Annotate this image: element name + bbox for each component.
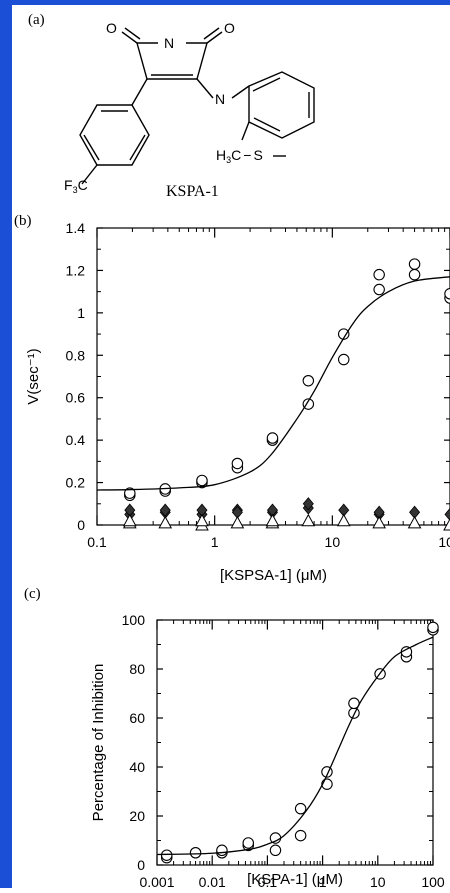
atom-o-left: O (106, 20, 117, 36)
data-point-circle (373, 283, 385, 296)
y-tick-label: 0.4 (66, 432, 86, 448)
data-point-triangle (195, 513, 209, 527)
data-point-triangle (443, 517, 450, 531)
chart-c-plot-frame (156, 619, 434, 866)
data-point-circle (269, 832, 282, 844)
data-point-triangle (230, 515, 245, 529)
data-point-circle (266, 432, 279, 444)
data-point-circle (216, 844, 228, 857)
data-point-circle (269, 844, 282, 857)
fit-curve (157, 636, 434, 856)
panel-c-label: (c) (24, 586, 41, 602)
chart-c: 0.001 0.01 0.1 1 10 100 0 20 40 60 80 100 [KSPA-1] (… (90, 612, 445, 890)
data-point-diamond (302, 497, 314, 511)
data-point-circle (302, 374, 315, 387)
y-tick-label: 40 (129, 759, 145, 775)
data-point-circle (408, 258, 421, 270)
data-point-circle (444, 288, 450, 300)
panel-a: (a) (28, 12, 315, 200)
structure-atom-labels: N O O N F3C H3C − S (64, 20, 263, 195)
data-point-circle (160, 849, 173, 861)
data-point-circle (189, 846, 202, 859)
panel-b-label: (b) (14, 213, 32, 229)
y-tick-label: 0.2 (66, 475, 86, 491)
data-point-circle (427, 621, 439, 634)
x-tick-label: 10 (325, 534, 341, 550)
y-tick-label: 0 (137, 857, 145, 873)
compound-name: KSPA-1 (166, 183, 219, 200)
data-point-circle (302, 398, 315, 410)
data-point-circle (337, 328, 350, 340)
y-tick-label: 100 (122, 612, 146, 628)
chart-b-data (97, 258, 450, 531)
atom-n-amine: N (215, 91, 225, 107)
data-point-triangle (122, 513, 137, 527)
data-point-triangle (372, 515, 386, 529)
x-tick-label: 0.1 (87, 534, 107, 550)
y-tick-label: 20 (129, 808, 145, 824)
atom-o-right: O (224, 20, 235, 36)
x-tick-label: 0.01 (199, 874, 226, 888)
ksp-chemical-structure (79, 27, 315, 185)
chart-b: 0.1 1 10 100 0 0.2 0.4 0.6 0.8 1 1.2 1.4 [KSPSA-1] (… (25, 220, 450, 584)
chart-c-data (157, 621, 439, 864)
atom-h3c-s: H3C − S (216, 147, 263, 165)
atom-n-imide: N (164, 35, 174, 51)
chart-b-plot-frame (96, 227, 450, 526)
data-point-circle (348, 707, 360, 719)
x-tick-label: 1 (319, 874, 327, 888)
y-axis-label: V(sec⁻¹) (25, 348, 42, 404)
data-point-circle (408, 268, 421, 281)
y-tick-label: 60 (129, 710, 145, 726)
data-point-circle (124, 487, 136, 499)
y-axis-label: Percentage of Inhibition (90, 664, 107, 822)
data-point-triangle (158, 515, 173, 529)
data-point-diamond (444, 507, 450, 522)
x-tick-label: 100 (438, 534, 450, 550)
x-axis-label: [KSPA-1] (μM) (247, 871, 343, 888)
y-tick-label: 0.6 (66, 390, 86, 406)
atom-f3c: F3C (64, 177, 88, 195)
data-point-circle (294, 802, 307, 815)
y-tick-label: 80 (129, 661, 145, 677)
data-point-circle (373, 268, 385, 281)
data-point-circle (242, 837, 255, 849)
data-point-circle (231, 457, 244, 470)
data-point-circle (196, 474, 208, 487)
x-tick-label: 1 (211, 534, 219, 550)
data-point-triangle (301, 513, 316, 527)
y-tick-label: 1.4 (66, 220, 86, 236)
data-point-circle (337, 353, 350, 366)
panel-a-label: (a) (28, 12, 45, 28)
data-point-triangle (265, 513, 280, 527)
figure-border-top (0, 0, 450, 5)
x-tick-label: 10 (370, 874, 386, 888)
data-point-triangle (407, 515, 422, 529)
x-tick-label: 0.1 (258, 874, 278, 888)
y-tick-label: 1 (77, 305, 85, 321)
y-tick-label: 0.8 (66, 347, 86, 363)
fit-curve (97, 276, 450, 491)
x-tick-label: 0.001 (139, 874, 174, 888)
data-point-circle (294, 829, 307, 842)
figure-border-left (0, 0, 12, 888)
data-point-triangle (336, 513, 351, 527)
x-axis-label: [KSPSA-1] (μM) (220, 567, 327, 584)
y-tick-label: 0 (77, 517, 85, 533)
y-tick-label: 1.2 (66, 262, 86, 278)
x-tick-label: 100 (421, 874, 445, 888)
